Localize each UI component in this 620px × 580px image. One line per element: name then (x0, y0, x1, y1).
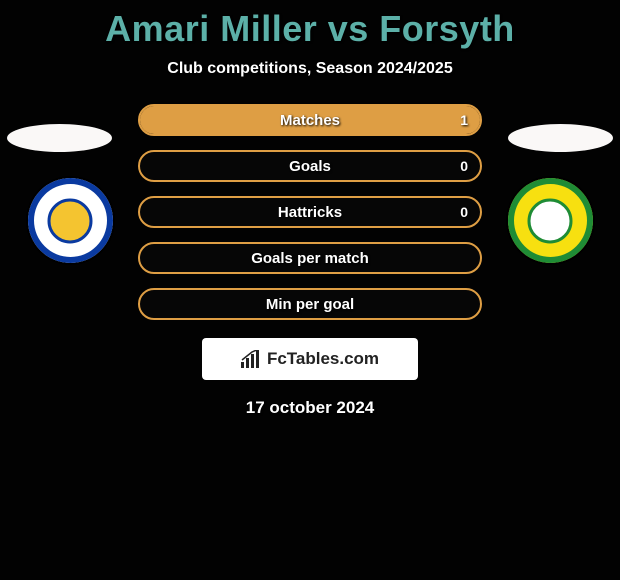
fctables-watermark: FcTables.com (202, 338, 418, 380)
club-badge-left (20, 178, 120, 263)
stat-pill: Min per goal (138, 288, 482, 320)
club-badge-inner (48, 198, 93, 243)
club-badge-right (500, 178, 600, 263)
stat-pill: Hattricks 0 (138, 196, 482, 228)
stat-label: Min per goal (266, 296, 354, 313)
stat-pill: Matches 1 (138, 104, 482, 136)
fctables-label: FcTables.com (267, 349, 379, 369)
stat-label: Matches (280, 112, 340, 129)
bar-chart-icon (241, 350, 261, 368)
stat-pill: Goals 0 (138, 150, 482, 182)
stat-label: Hattricks (278, 204, 342, 221)
stat-label: Goals per match (251, 250, 369, 267)
player-right-avatar-placeholder (508, 124, 613, 152)
player-left-avatar-placeholder (7, 124, 112, 152)
page-title: Amari Miller vs Forsyth (0, 0, 620, 50)
subtitle: Club competitions, Season 2024/2025 (0, 60, 620, 78)
stat-pill: Goals per match (138, 242, 482, 274)
stat-label: Goals (289, 158, 331, 175)
stat-value-right: 0 (460, 204, 468, 220)
stat-value-right: 1 (460, 112, 468, 128)
club-badge-inner (528, 198, 573, 243)
stat-value-right: 0 (460, 158, 468, 174)
date-label: 17 october 2024 (0, 398, 620, 418)
